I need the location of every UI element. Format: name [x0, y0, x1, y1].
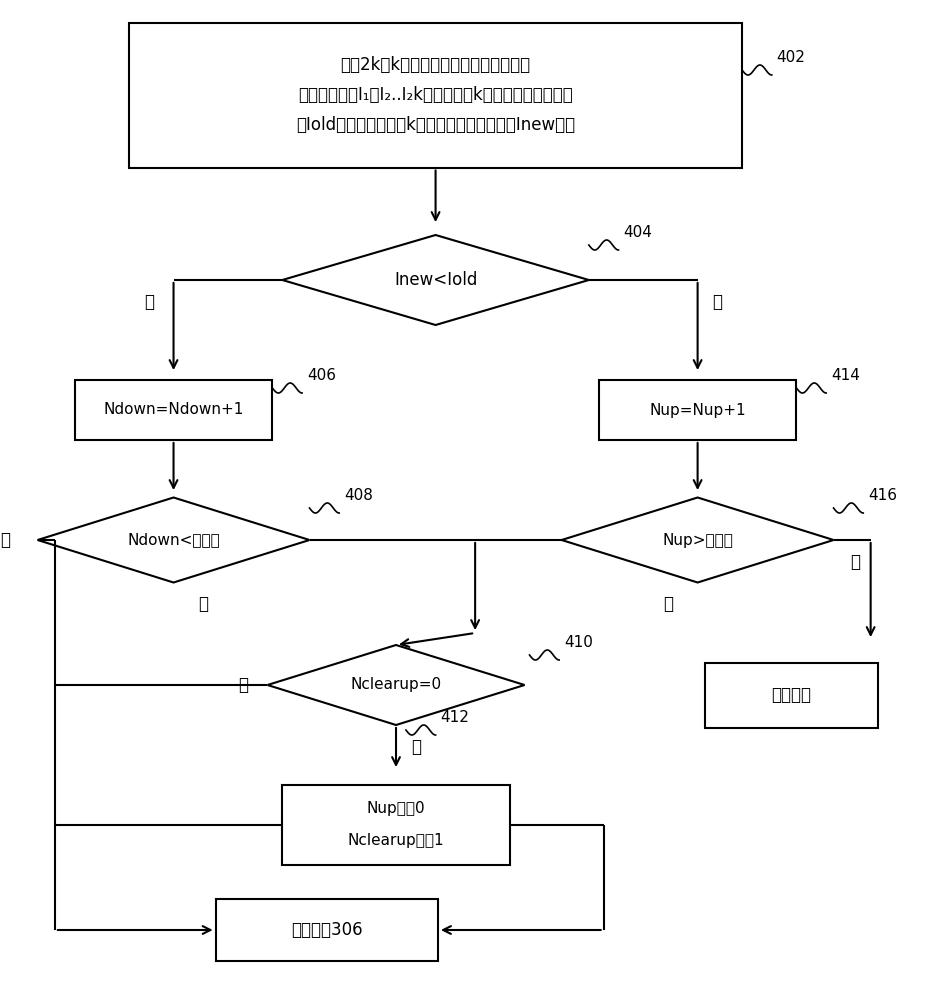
Text: 否: 否	[198, 595, 208, 613]
Text: 外风机电流值I₁，I₂..I₂k，计算出前k个电流值的平均值，: 外风机电流值I₁，I₂..I₂k，计算出前k个电流值的平均值，	[298, 86, 572, 104]
Text: Nup改为0: Nup改为0	[366, 802, 425, 816]
Bar	[215, 899, 438, 961]
Polygon shape	[282, 235, 589, 325]
Text: 否: 否	[237, 676, 248, 694]
Polygon shape	[267, 645, 524, 725]
Text: Inew<Iold: Inew<Iold	[393, 271, 476, 289]
Bar	[282, 785, 509, 865]
Text: Nclearup=0: Nclearup=0	[350, 678, 441, 692]
Text: 返回步骤306: 返回步骤306	[291, 921, 362, 939]
Text: 412: 412	[440, 710, 469, 725]
Text: 402: 402	[776, 50, 805, 65]
Text: 否: 否	[662, 595, 672, 613]
Text: 是: 是	[411, 738, 420, 756]
Polygon shape	[561, 497, 832, 582]
Text: 开始除霜: 开始除霜	[770, 686, 811, 704]
Text: 是: 是	[849, 553, 859, 571]
Bar	[129, 22, 742, 167]
Text: 存储2k（k是自然数）个时间上相邻的室: 存储2k（k是自然数）个时间上相邻的室	[340, 56, 530, 74]
Text: Ndown<预设值: Ndown<预设值	[127, 532, 220, 548]
Text: 410: 410	[564, 635, 592, 650]
Text: 否: 否	[712, 293, 721, 311]
Text: Nup=Nup+1: Nup=Nup+1	[649, 402, 745, 418]
Text: 是: 是	[0, 531, 10, 549]
Text: Nclearup改为1: Nclearup改为1	[348, 834, 444, 848]
Bar	[598, 380, 795, 440]
Polygon shape	[37, 497, 310, 582]
Text: Nup>预设值: Nup>预设值	[662, 532, 732, 548]
Text: 416: 416	[868, 488, 896, 503]
Text: 是: 是	[144, 293, 154, 311]
Text: 用Iold表示，计算出后k个电流值的平均值，用Inew表示: 用Iold表示，计算出后k个电流值的平均值，用Inew表示	[296, 116, 575, 134]
Bar	[74, 380, 273, 440]
Text: 414: 414	[831, 368, 859, 383]
Text: 404: 404	[623, 225, 652, 240]
Text: Ndown=Ndown+1: Ndown=Ndown+1	[103, 402, 244, 418]
Bar	[705, 662, 877, 728]
Text: 408: 408	[344, 488, 373, 503]
Text: 406: 406	[307, 368, 336, 383]
